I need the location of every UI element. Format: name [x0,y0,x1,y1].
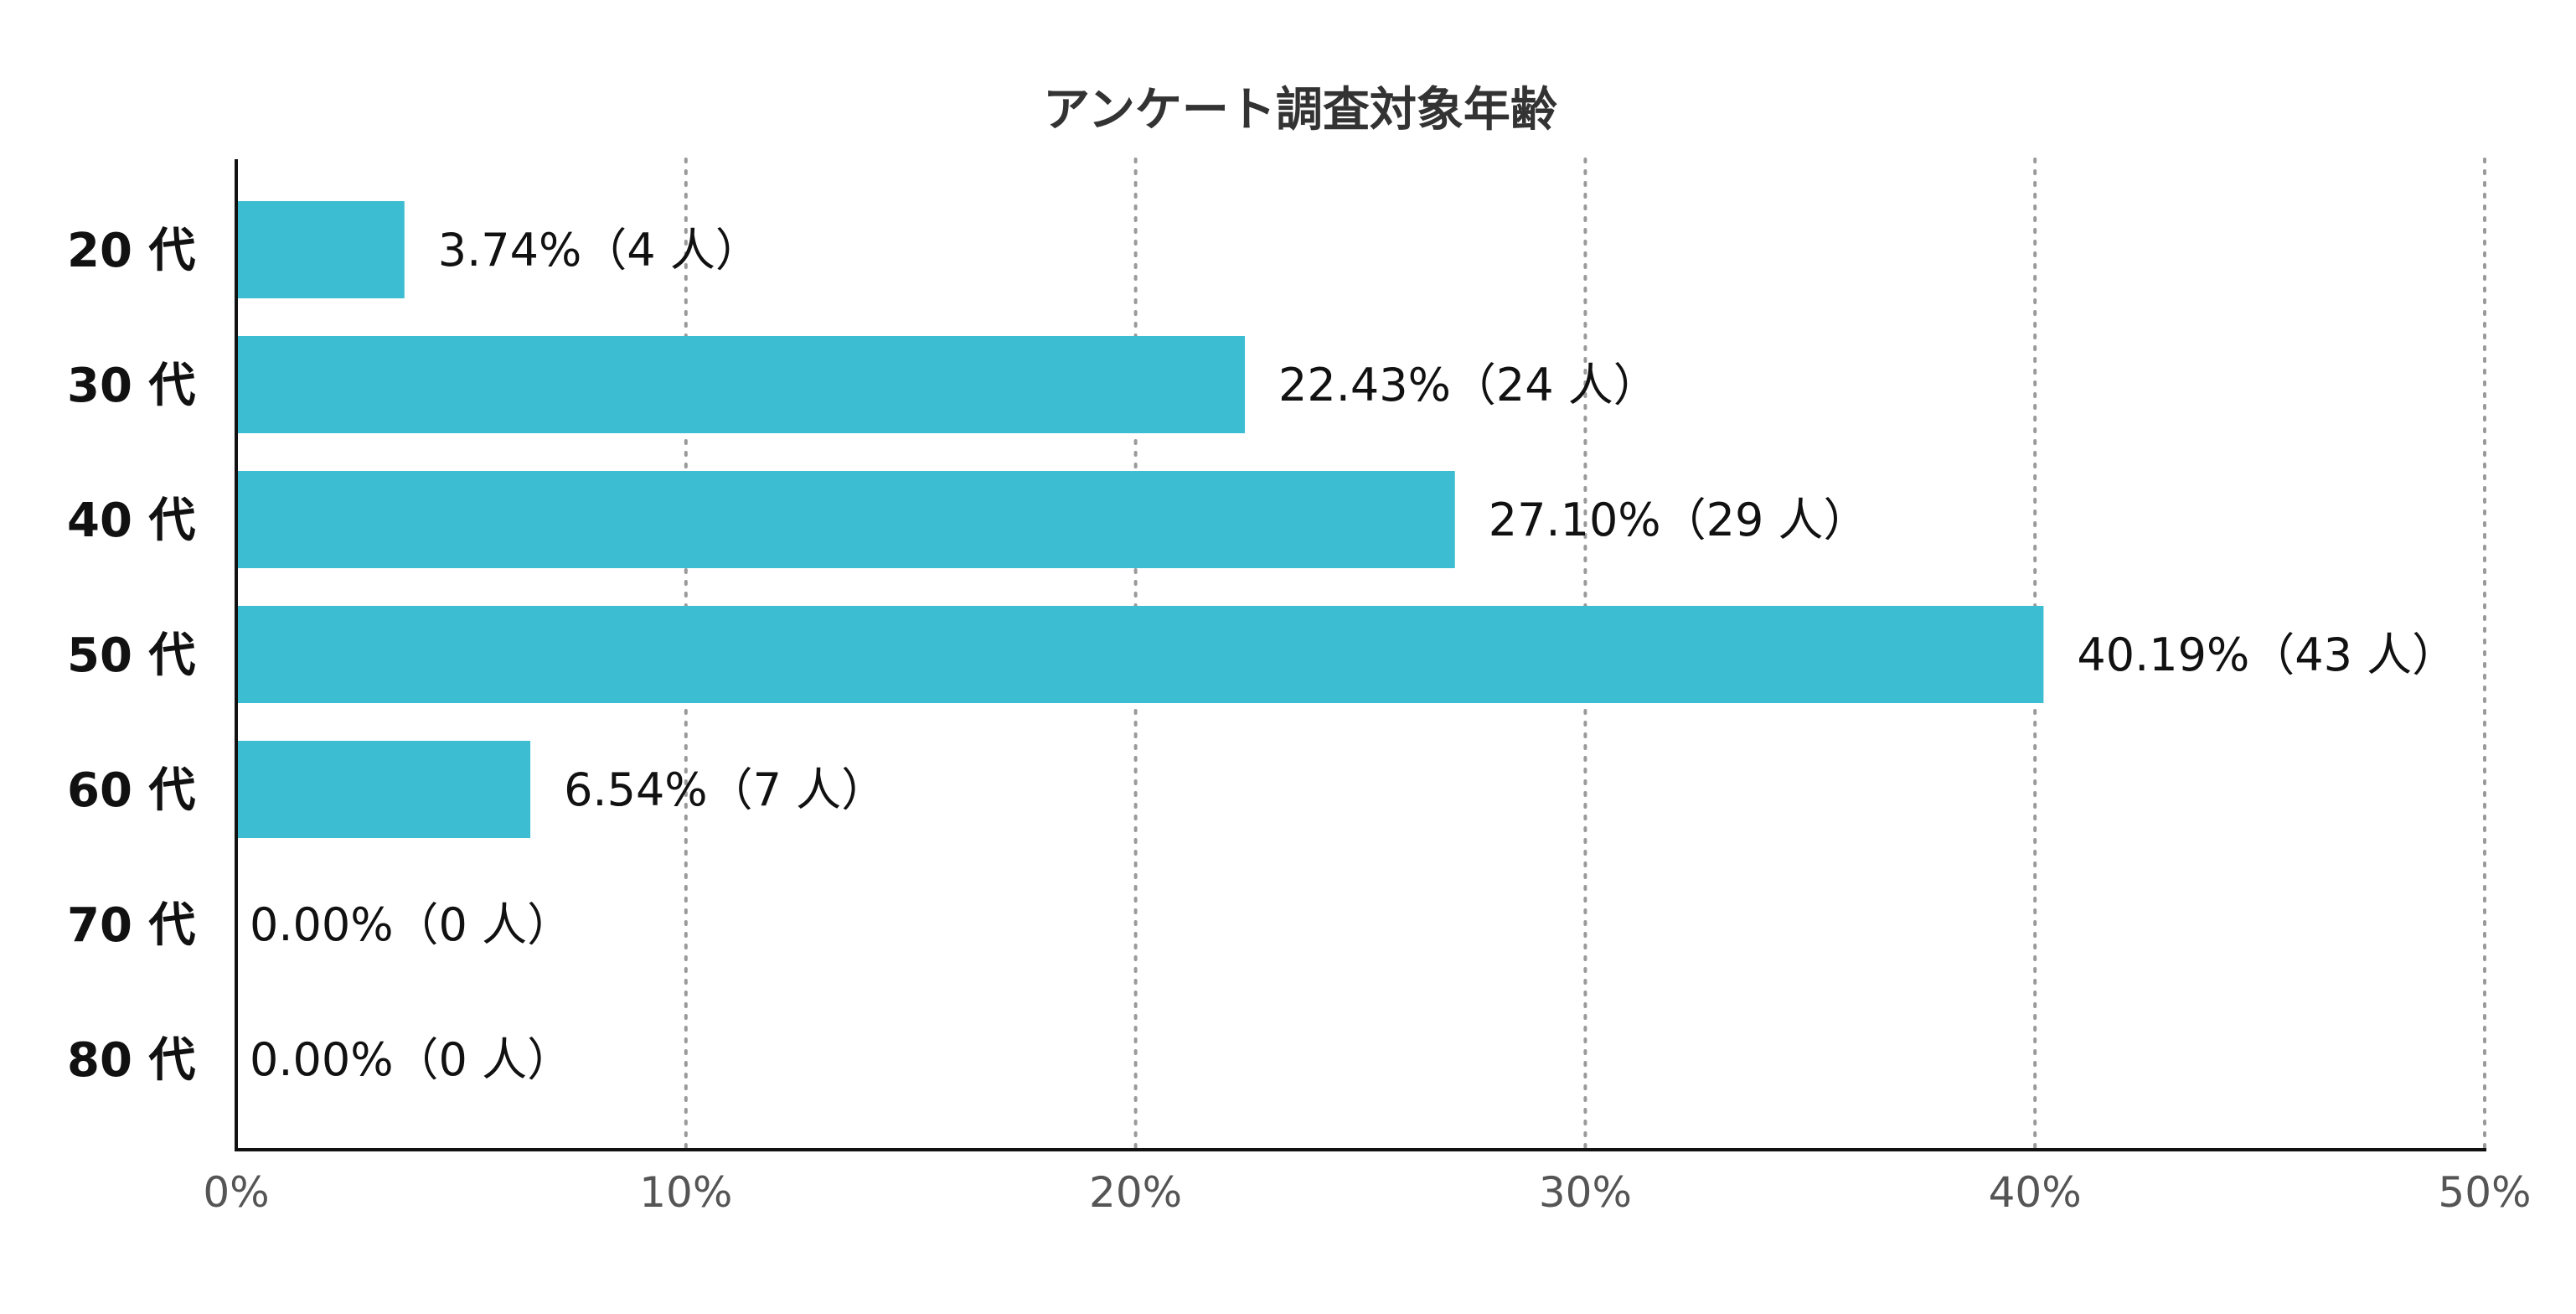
x-tick-label: 30% [1539,1168,1632,1217]
category-label: 30 代 [67,359,195,413]
x-tick-label: 50% [2438,1168,2531,1217]
chart-title: アンケート調査対象年齢 [1043,83,1557,137]
x-tick-label: 20% [1089,1168,1182,1217]
data-labels: 3.74%（4 人） 22.43%（24 人） 27.10%（29 人） 40.19%… [250,224,2457,1086]
category-label: 40 代 [67,494,195,548]
data-label: 0.00%（0 人） [250,898,572,951]
data-label: 40.19%（43 人） [2077,629,2457,681]
category-label: 20 代 [67,224,195,278]
bar [236,741,531,838]
data-label: 27.10%（29 人） [1489,494,1869,546]
category-label: 70 代 [67,898,195,953]
category-label: 80 代 [67,1033,195,1088]
x-tick-label: 40% [1989,1168,2082,1217]
x-tick-labels: 0% 10% 20% 30% 40% 50% [203,1168,2531,1217]
bar [236,606,2044,703]
category-labels: 20 代 30 代 40 代 50 代 60 代 70 代 80 代 [67,224,195,1088]
data-label: 22.43%（24 人） [1278,359,1659,411]
data-label: 3.74%（4 人） [438,224,761,277]
x-tick-label: 0% [203,1168,269,1217]
bar [236,336,1246,433]
data-label: 6.54%（7 人） [564,763,886,816]
bar [236,201,405,298]
category-label: 60 代 [67,763,195,818]
data-label: 0.00%（0 人） [250,1033,572,1086]
bar [236,471,1455,568]
bars [236,201,2044,838]
category-label: 50 代 [67,629,195,683]
x-tick-label: 10% [639,1168,732,1217]
